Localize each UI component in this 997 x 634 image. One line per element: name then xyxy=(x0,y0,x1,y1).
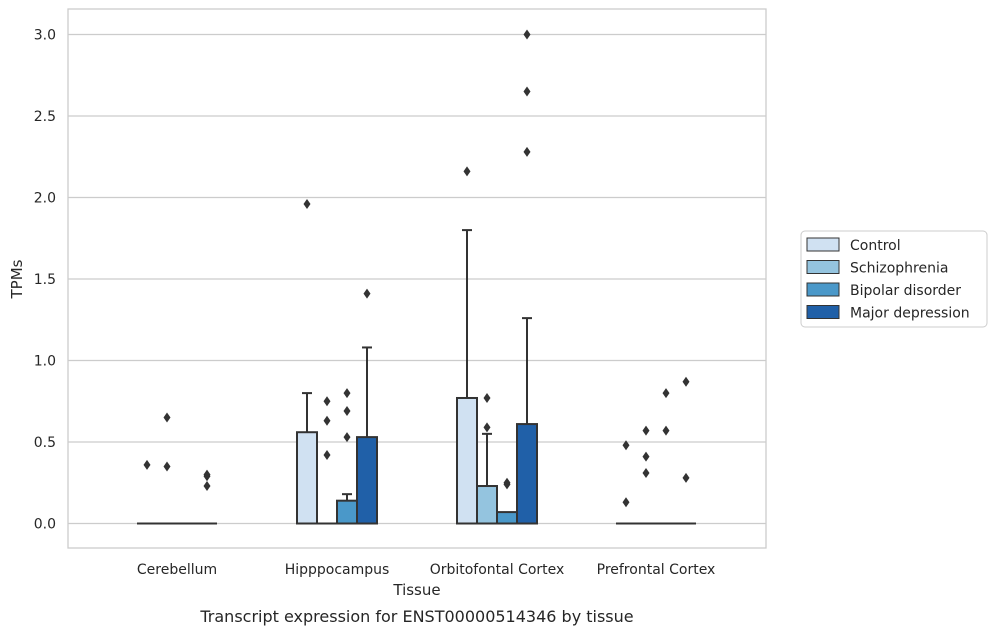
legend-entry: Control xyxy=(850,238,901,254)
box-control xyxy=(616,440,636,525)
box-body xyxy=(296,431,318,525)
outlier-point xyxy=(662,425,670,436)
box-control xyxy=(137,459,157,525)
plot-frame xyxy=(67,8,767,549)
outlier-point xyxy=(323,450,331,461)
y-tick-label: 3.0 xyxy=(34,28,56,44)
boxes xyxy=(137,29,696,525)
box-schizophrenia xyxy=(476,392,498,525)
legend-swatch xyxy=(806,260,840,274)
y-tick-label: 2.0 xyxy=(34,191,56,207)
box-major-depression xyxy=(676,376,696,525)
x-tick-label: Orbitofontal Cortex xyxy=(430,562,565,578)
legend: Control Schizophrenia Bipolar disorder Majo… xyxy=(800,230,988,328)
x-axis-label: Tissue xyxy=(392,581,440,599)
legend-swatch xyxy=(806,282,840,297)
legend-entry: Schizophrenia xyxy=(850,261,948,277)
outlier-point xyxy=(163,461,171,472)
box-major-depression xyxy=(197,469,217,525)
box-bipolar-disorder xyxy=(656,388,676,525)
x-tick-labels: Cerebellum Hipppocampus Orbitofontal Corte… xyxy=(137,562,715,578)
outlier-point xyxy=(343,432,351,443)
box-body xyxy=(476,485,498,525)
outlier-point xyxy=(642,451,650,462)
outlier-point xyxy=(523,146,531,157)
legend-swatch xyxy=(806,305,840,319)
outlier-point xyxy=(523,29,531,40)
outlier-point xyxy=(523,86,531,97)
box-body xyxy=(456,396,478,525)
outlier-point xyxy=(642,467,650,478)
legend-frame xyxy=(800,230,988,328)
x-tick-label: Prefrontal Cortex xyxy=(597,562,716,578)
outlier-point xyxy=(163,412,171,423)
box-body xyxy=(336,499,358,525)
box-body xyxy=(356,436,378,525)
box-control xyxy=(296,199,318,525)
box-schizophrenia xyxy=(636,425,656,525)
box-control xyxy=(456,166,478,525)
box-body xyxy=(516,423,538,525)
box-schizophrenia xyxy=(317,396,337,525)
legend-entry: Major depression xyxy=(850,306,970,322)
outlier-point xyxy=(363,288,371,299)
box-major-depression xyxy=(516,29,538,525)
outlier-point xyxy=(642,425,650,436)
box-body xyxy=(496,511,518,525)
outlier-point xyxy=(323,415,331,426)
grid-lines xyxy=(68,33,766,525)
x-tick-label: Cerebellum xyxy=(137,562,217,578)
outlier-point xyxy=(203,481,211,492)
outlier-point xyxy=(503,477,511,488)
box-bipolar-disorder xyxy=(496,477,518,525)
y-tick-label: 0.0 xyxy=(34,517,56,533)
outlier-point xyxy=(323,396,331,407)
outlier-point xyxy=(483,422,491,433)
y-tick-label: 1.5 xyxy=(34,272,56,288)
outlier-point xyxy=(483,392,491,403)
outlier-point xyxy=(343,406,351,417)
box-bipolar-disorder xyxy=(336,388,358,525)
outlier-point xyxy=(343,388,351,399)
legend-swatch xyxy=(806,237,840,252)
outlier-point xyxy=(682,472,690,483)
y-tick-labels: 0.0 0.5 1.0 1.5 2.0 2.5 3.0 xyxy=(34,28,56,533)
outlier-point xyxy=(303,199,311,210)
y-tick-label: 0.5 xyxy=(34,435,56,451)
chart-caption: Transcript expression for ENST0000051434… xyxy=(199,607,633,626)
outlier-point xyxy=(143,459,151,470)
legend-entry: Bipolar disorder xyxy=(850,283,961,299)
outlier-point xyxy=(662,388,670,399)
box-schizophrenia xyxy=(157,412,177,525)
y-axis-label: TPMs xyxy=(8,259,26,299)
outlier-point xyxy=(463,166,471,177)
outlier-point xyxy=(622,497,630,508)
y-tick-label: 2.5 xyxy=(34,109,56,125)
x-tick-label: Hipppocampus xyxy=(285,562,390,578)
y-tick-label: 1.0 xyxy=(34,354,56,370)
outlier-point xyxy=(682,376,690,387)
outlier-point xyxy=(622,440,630,451)
outlier-point xyxy=(203,469,211,480)
box-major-depression xyxy=(356,288,378,525)
